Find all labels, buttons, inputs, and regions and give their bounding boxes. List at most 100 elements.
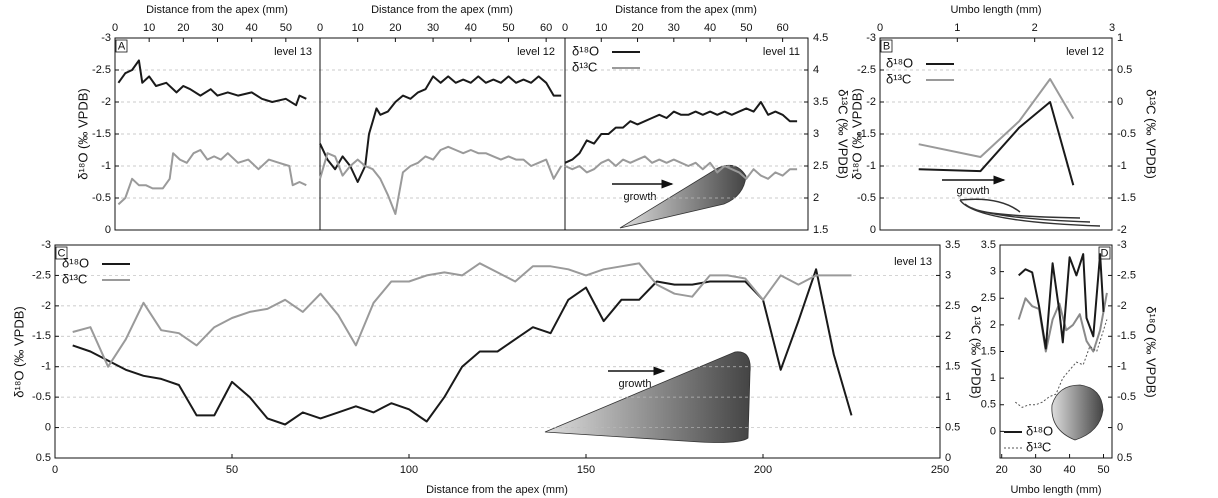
y2-tick-label: 2	[945, 330, 951, 342]
y-axis-title: δ¹⁸O (‰ VPDB)	[11, 306, 26, 397]
y2-tick-label: 3.5	[945, 239, 960, 251]
data-line	[117, 59, 307, 107]
growth-label: growth	[618, 378, 651, 390]
panel-letter: C	[58, 247, 66, 259]
x-tick-label: 10	[595, 22, 607, 34]
y-tick-label: 3.5	[981, 239, 996, 251]
y2-tick-label: 3	[945, 269, 951, 281]
y-tick-label: -1	[41, 361, 51, 373]
y2-tick-label: 1	[945, 391, 951, 403]
y-tick-label: 0	[870, 224, 876, 236]
legend-label: δ¹⁸O	[886, 55, 913, 70]
x-tick-label: 10	[352, 22, 364, 34]
y-tick-label: 2.5	[981, 292, 996, 304]
x-tick-label: 0	[562, 22, 568, 34]
x-tick-label: 200	[754, 464, 772, 476]
x-tick-label: 30	[211, 22, 223, 34]
data-line	[1018, 253, 1105, 350]
y-tick-label: -3	[41, 239, 51, 251]
y2-tick-label: 2.5	[945, 300, 960, 312]
y-tick-label: -2.5	[32, 269, 51, 281]
growth-label: growth	[623, 191, 656, 203]
x-tick-label: 30	[668, 22, 680, 34]
y2-tick-label: 1	[1117, 32, 1123, 44]
x-tick-label: 3	[1109, 22, 1115, 34]
data-line	[918, 78, 1075, 158]
level-label: level 12	[1066, 46, 1104, 58]
x-tick-label: 60	[776, 22, 788, 34]
y-tick-label: -2	[866, 96, 876, 108]
plot-frame	[879, 37, 1113, 231]
y-tick-label: 1	[990, 372, 996, 384]
x-tick-label: 50	[280, 22, 292, 34]
panel-letter-box	[115, 39, 128, 53]
x-tick-label: 150	[577, 464, 595, 476]
y2-axis-title: δ¹⁸O (‰ VPDB)	[1144, 306, 1159, 397]
data-line	[319, 75, 562, 183]
y2-tick-label: 4.5	[813, 32, 828, 44]
y2-tick-label: 0.5	[945, 421, 960, 433]
x-axis-title: Distance from the apex (mm)	[371, 4, 513, 16]
x-tick-label: 50	[226, 464, 238, 476]
level-label: level 13	[274, 46, 312, 58]
data-line	[564, 101, 798, 164]
y2-tick-label: -0.5	[1117, 128, 1136, 140]
y2-tick-label: 2.5	[813, 160, 828, 172]
y-tick-label: -2	[101, 96, 111, 108]
y2-tick-label: -2.5	[1117, 269, 1136, 281]
y2-tick-label: 1.5	[813, 224, 828, 236]
x-axis-title: Umbo length (mm)	[950, 4, 1041, 16]
x-tick-label: 30	[427, 22, 439, 34]
x-tick-label: 10	[143, 22, 155, 34]
x-tick-label: 50	[502, 22, 514, 34]
x-tick-label: 2	[1032, 22, 1038, 34]
y2-tick-label: -2	[1117, 224, 1127, 236]
x-tick-label: 0	[877, 22, 883, 34]
x-axis-title: Distance from the apex (mm)	[146, 4, 288, 16]
x-axis-title: Umbo length (mm)	[1010, 484, 1101, 496]
y2-tick-label: 1.5	[945, 361, 960, 373]
x-tick-label: 40	[465, 22, 477, 34]
panel-letter-box	[1098, 246, 1111, 260]
y-tick-label: 0	[45, 421, 51, 433]
y2-tick-label: 0	[1117, 421, 1123, 433]
y-tick-label: 0.5	[981, 399, 996, 411]
legend-label: δ¹³C	[62, 271, 87, 286]
y2-tick-label: -2	[1117, 300, 1127, 312]
x-tick-label: 0	[317, 22, 323, 34]
y-tick-label: 0.5	[36, 452, 51, 464]
y2-tick-label: 2	[813, 192, 819, 204]
y-tick-label: -0.5	[857, 192, 876, 204]
panel-letter: D	[1101, 247, 1109, 259]
y2-axis-title: δ¹³C (‰ VPDB)	[836, 89, 851, 179]
y2-axis-title: δ ¹³C (‰ VPDB)	[969, 305, 984, 398]
x-tick-label: 1	[954, 22, 960, 34]
y-tick-label: -0.5	[92, 192, 111, 204]
level-label: level 13	[894, 256, 932, 268]
y-tick-label: -1.5	[32, 330, 51, 342]
plot-frame	[999, 244, 1113, 459]
y-tick-label: -0.5	[32, 391, 51, 403]
y2-tick-label: 0.5	[1117, 64, 1132, 76]
y-tick-label: -1	[866, 160, 876, 172]
y-tick-label: -1.5	[92, 128, 111, 140]
legend-label: δ¹³C	[572, 59, 597, 74]
legend-label: δ¹³C	[886, 71, 911, 86]
panel-letter-box	[55, 246, 68, 260]
scallop-illustration	[1051, 384, 1104, 441]
data-line	[319, 145, 563, 215]
x-tick-label: 40	[246, 22, 258, 34]
y-tick-label: -2.5	[92, 64, 111, 76]
panel-letter: A	[118, 40, 126, 52]
level-label: level 12	[517, 46, 555, 58]
x-tick-label: 250	[931, 464, 949, 476]
y-tick-label: -1.5	[857, 128, 876, 140]
y-tick-label: 3	[990, 266, 996, 278]
bivalve-illustration	[959, 198, 1101, 227]
y2-tick-label: 0	[945, 452, 951, 464]
x-tick-label: 20	[631, 22, 643, 34]
data-line	[564, 155, 798, 180]
y2-tick-label: -3	[1117, 239, 1127, 251]
x-axis-title: Distance from the apex (mm)	[615, 4, 757, 16]
